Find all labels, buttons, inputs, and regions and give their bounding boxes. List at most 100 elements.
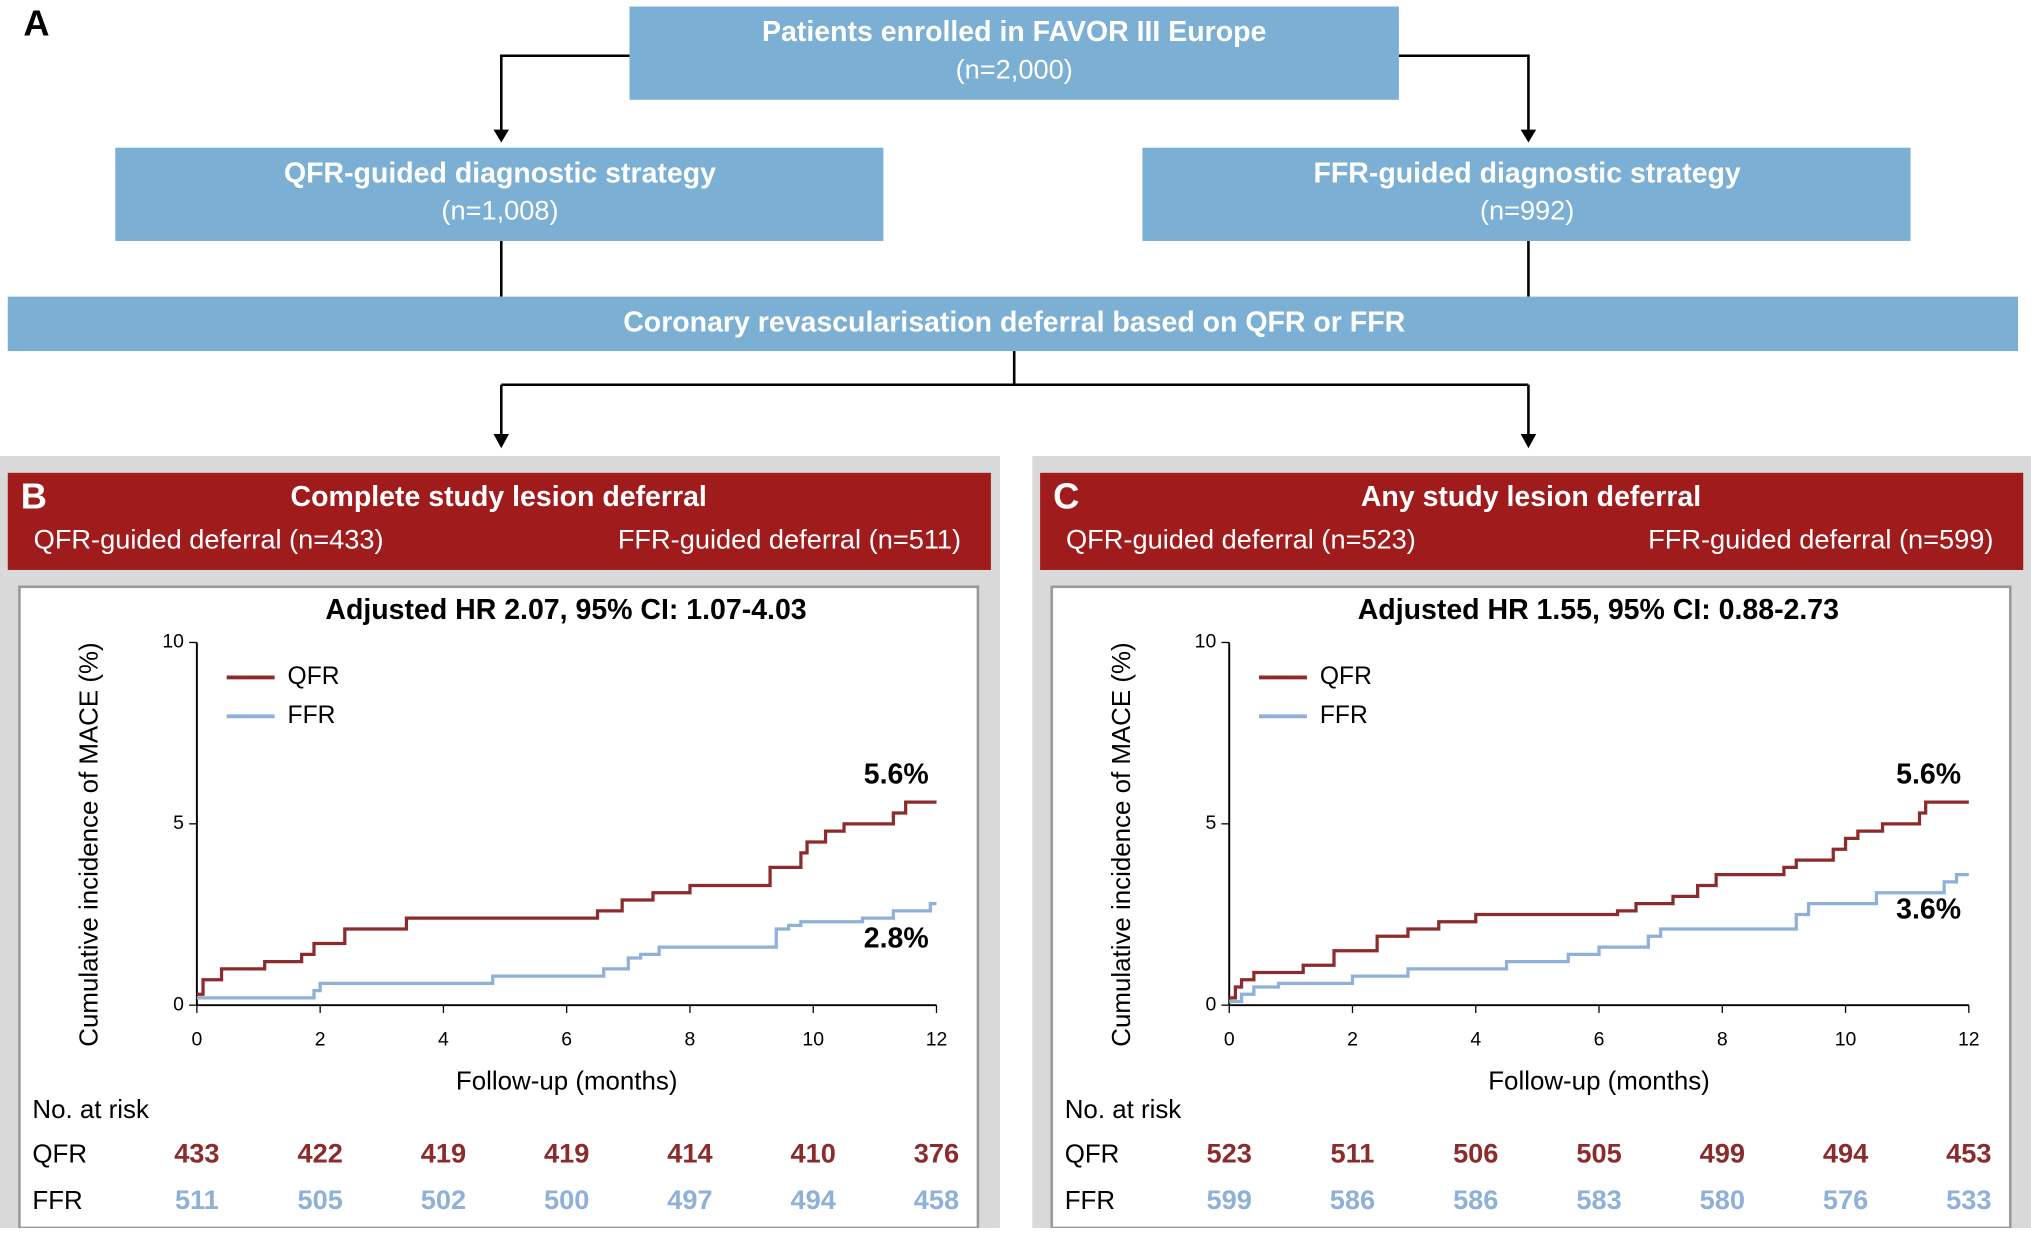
step-line [196,902,937,1000]
panel-subtitle: QFR-guided deferral (n=433) [34,524,384,555]
x-tick-label: 2 [1347,1028,1358,1050]
x-tick-label: 10 [802,1028,824,1050]
legend-label: QFR [288,663,340,690]
box-title: Coronary revascularisation deferral base… [623,306,1405,338]
x-tick-label: 8 [685,1028,696,1050]
risk-value: 502 [421,1184,466,1215]
risk-value: 511 [1331,1138,1375,1169]
x-tick-label: 10 [1835,1028,1857,1050]
x-tick-label: 4 [438,1028,449,1050]
x-axis-label: Follow-up (months) [1488,1068,1710,1096]
x-tick-label: 6 [1594,1028,1605,1050]
box-subtitle: (n=1,008) [441,195,558,226]
box [7,296,2019,352]
x-tick-label: 0 [1224,1028,1235,1050]
panel: B Complete study lesion deferral QFR-guide… [0,455,1000,1230]
box-subtitle: (n=992) [1480,195,1574,226]
y-tick-label: 10 [1195,631,1217,653]
end-label: 5.6% [1896,759,1961,791]
box-subtitle: (n=2,000) [956,53,1073,84]
risk-value: 458 [914,1184,959,1215]
risk-value: 586 [1330,1184,1375,1215]
risk-value: 410 [791,1138,836,1169]
risk-value: 376 [914,1138,959,1169]
legend-label: QFR [1320,663,1372,690]
x-tick-label: 2 [315,1028,326,1050]
chart-annotation: Adjusted HR 2.07, 95% CI: 1.07-4.03 [325,594,806,626]
risk-value: 494 [1823,1138,1868,1169]
flowchart: A Patients enrolled in FAVOR III Europe … [7,3,2019,449]
risk-row-name: FFR [32,1187,82,1215]
panel-header [1040,472,2024,570]
risk-table-title: No. at risk [1065,1096,1182,1124]
risk-value: 583 [1576,1184,1621,1215]
risk-value: 433 [174,1138,219,1169]
x-tick-label: 8 [1717,1028,1728,1050]
box-title: FFR-guided diagnostic strategy [1313,157,1740,189]
y-axis-label: Cumulative incidence of MACE (%) [1108,642,1136,1046]
risk-value: 453 [1946,1138,1991,1169]
panel-subtitle: FFR-guided deferral (n=599) [1648,524,1993,555]
y-tick-label: 5 [1205,812,1216,834]
plot-box [1050,585,2012,1230]
risk-value: 500 [544,1184,589,1215]
x-tick-label: 4 [1470,1028,1481,1050]
risk-value: 494 [791,1184,836,1215]
risk-value: 533 [1946,1184,1991,1215]
risk-value: 599 [1207,1184,1252,1215]
x-tick-label: 0 [191,1028,202,1050]
end-label: 3.6% [1896,893,1961,925]
risk-value: 414 [667,1138,712,1169]
plot-box [18,585,980,1230]
panel-title: Any study lesion deferral [1361,481,1701,513]
charts: B Complete study lesion deferral QFR-guide… [0,455,2031,1230]
step-line [196,800,937,996]
chart-annotation: Adjusted HR 1.55, 95% CI: 0.88-2.73 [1358,594,1839,626]
panel-label: C [1053,475,1079,516]
risk-value: 419 [421,1138,466,1169]
panel: C Any study lesion deferral QFR-guided def… [1032,455,2031,1230]
panel-subtitle: QFR-guided deferral (n=523) [1066,524,1416,555]
box-title: QFR-guided diagnostic strategy [284,157,716,189]
x-tick-label: 6 [561,1028,572,1050]
risk-value: 580 [1700,1184,1745,1215]
risk-value: 586 [1453,1184,1498,1215]
panel-header [7,472,991,570]
panel-label: A [23,3,49,44]
risk-row-name: FFR [1065,1187,1115,1215]
y-tick-label: 0 [1205,993,1216,1015]
x-axis-label: Follow-up (months) [456,1068,678,1096]
risk-value: 505 [297,1184,342,1215]
step-line [1229,872,1969,1004]
x-tick-label: 12 [1958,1028,1980,1050]
risk-value: 523 [1207,1138,1252,1169]
legend-label: FFR [1320,702,1368,729]
risk-value: 576 [1823,1184,1868,1215]
risk-value: 499 [1700,1138,1745,1169]
end-label: 2.8% [864,922,929,954]
step-line [1229,800,1969,1000]
risk-value: 497 [667,1184,712,1215]
box [115,147,884,241]
y-tick-label: 5 [173,812,184,834]
risk-value: 506 [1453,1138,1498,1169]
y-axis-label: Cumulative incidence of MACE (%) [76,642,104,1046]
risk-value: 422 [297,1138,342,1169]
risk-value: 505 [1576,1138,1621,1169]
x-tick-label: 12 [926,1028,948,1050]
box [629,6,1399,100]
risk-table-title: No. at risk [32,1096,149,1124]
legend-label: FFR [288,702,336,729]
risk-row-name: QFR [1065,1140,1120,1168]
box [1142,147,1911,241]
connector [499,54,1530,441]
risk-row-name: QFR [32,1140,87,1168]
panel-title: Complete study lesion deferral [291,481,707,513]
y-tick-label: 0 [173,993,184,1015]
risk-value: 511 [175,1184,219,1215]
panel-label: B [21,475,47,516]
risk-value: 419 [544,1138,589,1169]
panel-subtitle: FFR-guided deferral (n=511) [618,524,961,555]
